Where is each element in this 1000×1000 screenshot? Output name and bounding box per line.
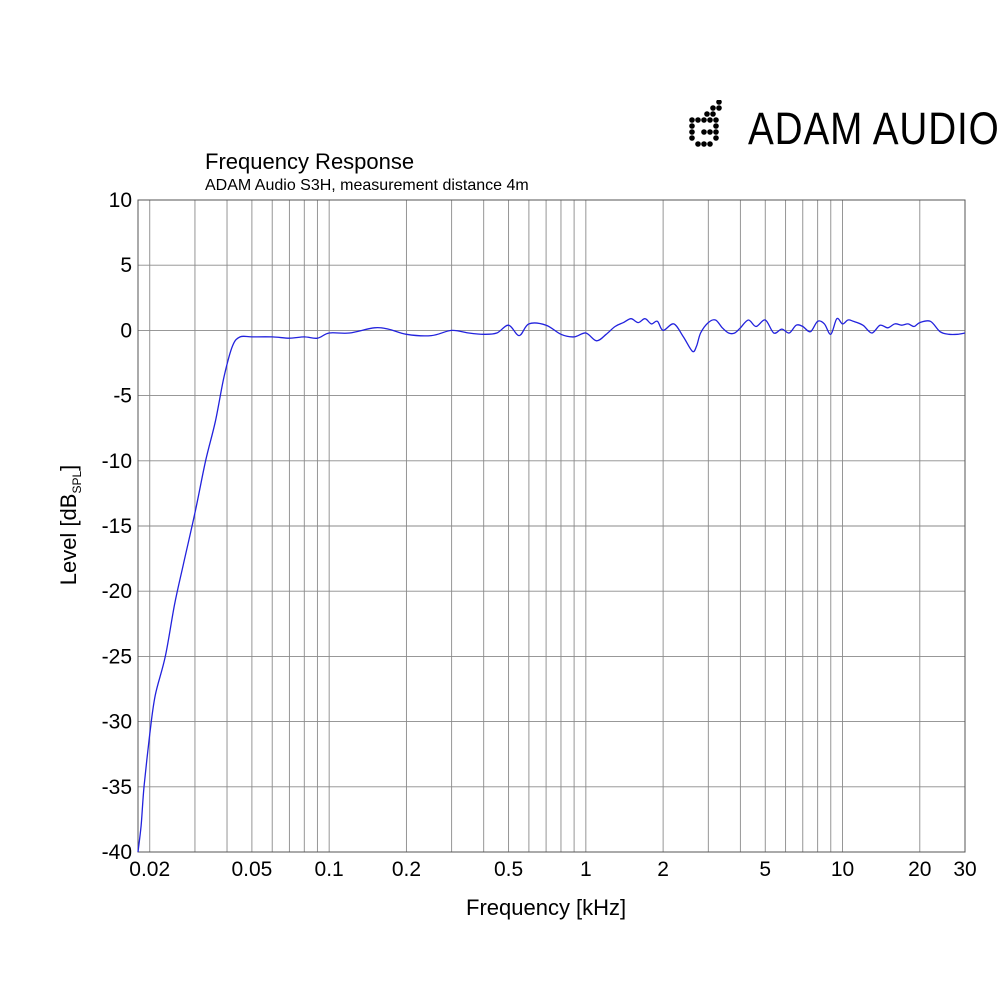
x-tick-label: 0.5 xyxy=(494,858,523,881)
chart-title: Frequency Response xyxy=(205,149,415,174)
logo-dot xyxy=(713,129,719,135)
y-tick-label: -25 xyxy=(102,645,132,668)
y-axis-label-end: ] xyxy=(56,464,81,471)
x-axis-label: Frequency [kHz] xyxy=(466,895,627,920)
y-tick-label: -40 xyxy=(102,841,132,864)
brand-name: ADAM AUDIO xyxy=(748,103,1000,154)
y-tick-label: 10 xyxy=(109,189,132,212)
logo-dot xyxy=(701,117,707,123)
frequency-response-line xyxy=(137,317,966,853)
y-tick-label: 5 xyxy=(120,254,132,277)
x-tick-label: 2 xyxy=(657,858,669,881)
x-tick-label: 0.2 xyxy=(392,858,421,881)
logo-dot xyxy=(701,129,707,135)
chart-subtitle: ADAM Audio S3H, measurement distance 4m xyxy=(205,177,529,194)
logo-dot xyxy=(710,105,716,111)
y-tick-labels: 10 5 0 -5 -10 -15 -20 -25 -30 -35 -40 xyxy=(102,189,132,864)
x-tick-label: 0.1 xyxy=(315,858,344,881)
x-tick-label: 30 xyxy=(953,858,976,881)
y-tick-label: -15 xyxy=(102,515,132,538)
logo-dot xyxy=(716,100,722,105)
y-axis-label: Level [dBSPL] xyxy=(56,465,84,586)
logo-dot xyxy=(707,117,713,123)
y-tick-label: -5 xyxy=(113,385,132,408)
logo-dot xyxy=(710,111,716,117)
x-tick-label: 20 xyxy=(908,858,931,881)
logo-dot xyxy=(713,135,719,141)
logo-dot xyxy=(689,123,695,129)
y-axis-label-main: Level [dB xyxy=(56,493,81,586)
logo-dot xyxy=(707,141,713,147)
logo-dot xyxy=(704,111,710,117)
x-tick-label: 1 xyxy=(580,858,592,881)
x-tick-label: 10 xyxy=(831,858,854,881)
logo-dot xyxy=(701,141,707,147)
horizontal-grid xyxy=(138,199,965,853)
y-axis-label-sub: SPL xyxy=(70,470,84,494)
y-tick-label: -20 xyxy=(102,580,132,603)
logo-dot xyxy=(695,117,701,123)
logo-dot xyxy=(695,141,701,147)
logo-dot xyxy=(716,105,722,111)
y-tick-label: -10 xyxy=(102,450,132,473)
y-tick-label: -30 xyxy=(102,711,132,734)
logo-dot xyxy=(707,129,713,135)
y-tick-label: -35 xyxy=(102,776,132,799)
logo-dot xyxy=(689,135,695,141)
plot-frame xyxy=(137,199,966,853)
y-tick-label: 0 xyxy=(120,319,132,342)
x-tick-label: 5 xyxy=(759,858,771,881)
logo-dot xyxy=(689,129,695,135)
logo-dot xyxy=(689,117,695,123)
x-tick-labels: 0.02 0.05 0.1 0.2 0.5 1 2 5 10 20 30 xyxy=(129,858,976,881)
logo-dot xyxy=(713,117,719,123)
x-tick-label: 0.05 xyxy=(231,858,272,881)
adam-dots-logo-icon xyxy=(689,100,722,147)
logo-dot xyxy=(713,123,719,129)
adam-audio-logo xyxy=(689,100,722,147)
x-tick-label: 0.02 xyxy=(129,858,170,881)
